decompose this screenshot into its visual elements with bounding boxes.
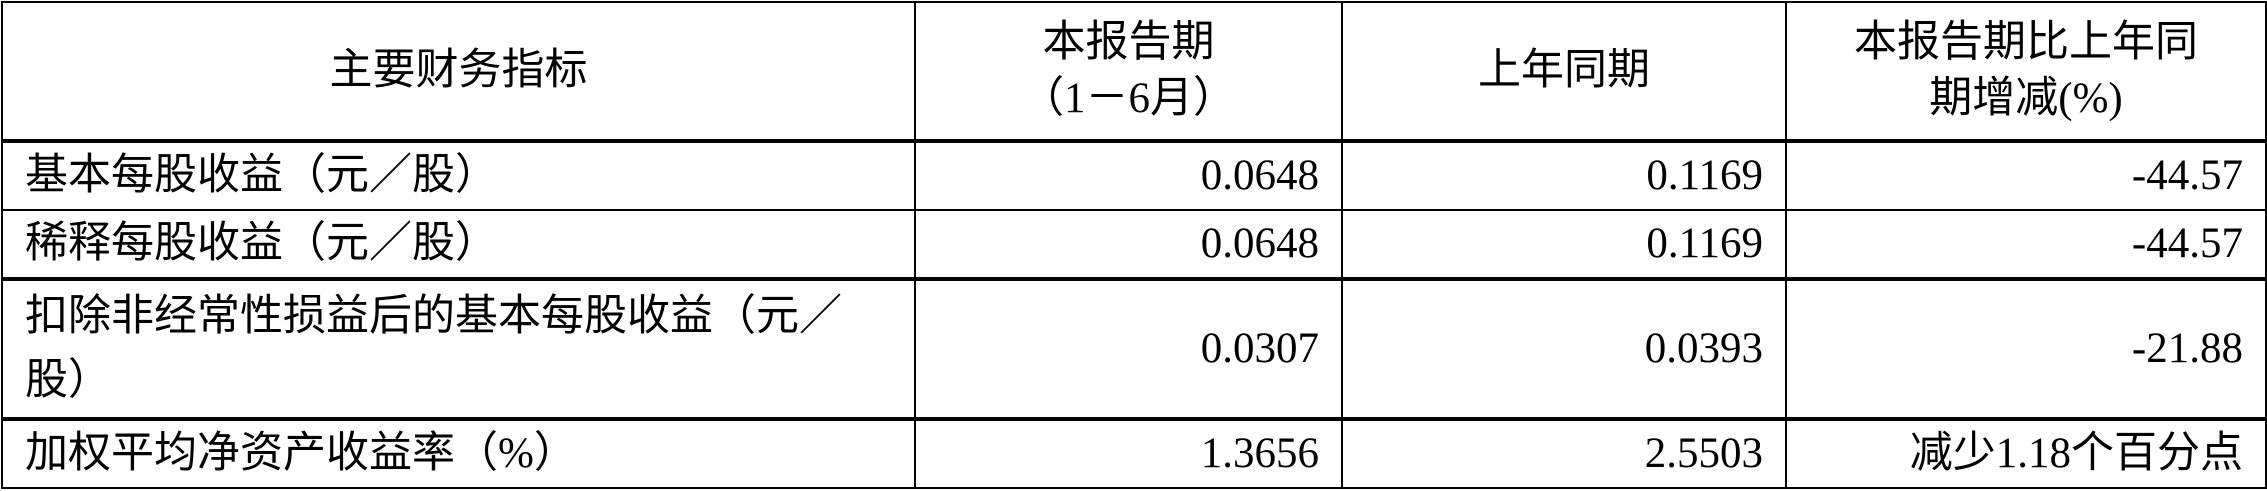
table-row: 扣除非经常性损益后的基本每股收益（元／股） 0.0307 0.0393 -21.… [1,277,2267,420]
row-current: 0.0648 [914,140,1343,211]
header-current-line2: （1－6月） [1021,75,1236,122]
row-change: -44.57 [1785,140,2267,211]
row-current: 0.0307 [914,277,1343,420]
row-change: 减少1.18个百分点 [1785,417,2267,489]
row-current: 0.0648 [914,209,1343,280]
row-change: -44.57 [1785,209,2267,280]
header-change: 本报告期比上年同 期增减(%) [1785,1,2267,143]
row-label: 扣除非经常性损益后的基本每股收益（元／股） [1,277,916,420]
row-prior: 0.1169 [1341,209,1787,280]
table-row: 基本每股收益（元／股） 0.0648 0.1169 -44.57 [1,140,2267,211]
table-row: 加权平均净资产收益率（%） 1.3656 2.5503 减少1.18个百分点 [1,417,2267,489]
row-label: 加权平均净资产收益率（%） [1,417,916,489]
header-change-line2: 期增减(%) [1929,75,2123,122]
header-current-line1: 本报告期 [1042,19,1215,66]
header-change-line1: 本报告期比上年同 [1854,19,2198,66]
row-change: -21.88 [1785,277,2267,420]
header-indicator: 主要财务指标 [1,1,916,143]
header-current-period: 本报告期 （1－6月） [914,1,1343,143]
row-prior: 0.0393 [1341,277,1787,420]
row-current: 1.3656 [914,417,1343,489]
row-label: 稀释每股收益（元／股） [1,209,916,280]
row-prior: 2.5503 [1341,417,1787,489]
row-label: 基本每股收益（元／股） [1,140,916,211]
header-row: 主要财务指标 本报告期 （1－6月） 上年同期 本报告期比上年同 期增减(%) [1,1,2267,143]
table-row: 稀释每股收益（元／股） 0.0648 0.1169 -44.57 [1,209,2267,280]
row-prior: 0.1169 [1341,140,1787,211]
header-prior-period: 上年同期 [1341,1,1787,143]
